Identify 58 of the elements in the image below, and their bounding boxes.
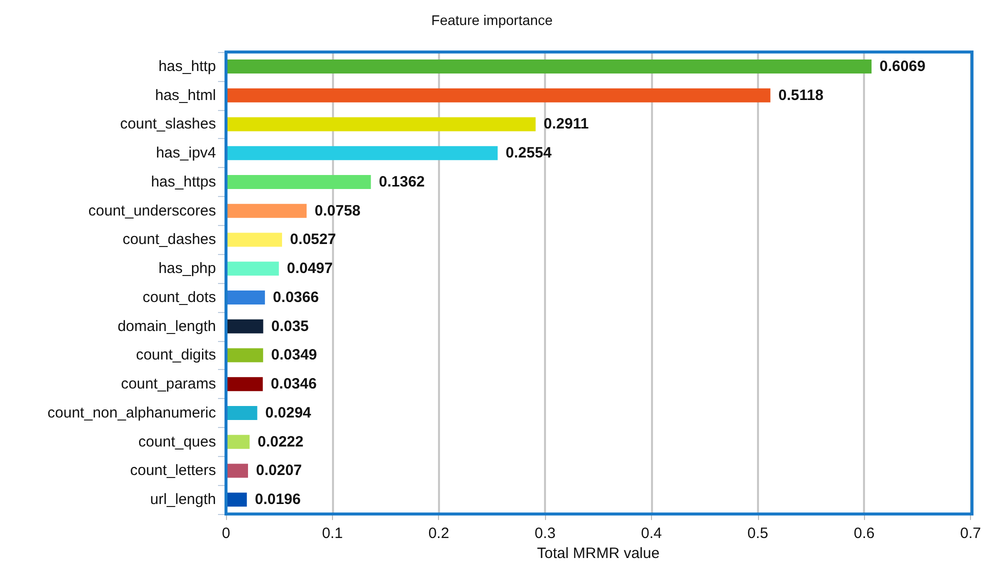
data-label: 0.5118 (778, 86, 824, 104)
bar (226, 232, 282, 247)
data-label: 0.0207 (256, 462, 302, 480)
data-label: 0.0294 (265, 404, 312, 422)
x-tick-label: 0.6 (854, 525, 875, 542)
y-tick-label: count_params (120, 376, 216, 393)
y-tick-label: url_length (150, 491, 216, 508)
y-tick-label: count_slashes (120, 116, 216, 133)
bar (226, 290, 265, 304)
bar (226, 434, 250, 449)
data-label: 0.0346 (270, 376, 317, 393)
x-tick-label: 0 (222, 525, 230, 542)
bar (226, 319, 264, 334)
x-tick-label: 0.3 (534, 525, 556, 542)
x-tick-label: 0.7 (960, 525, 982, 542)
x-tick-label: 0.1 (322, 525, 343, 542)
x-tick-label: 0.2 (428, 525, 450, 542)
y-tick-label: count_non_alphanumeric (48, 404, 216, 422)
x-tick-label: 0.5 (747, 525, 768, 542)
bar (226, 262, 279, 276)
data-label: 0.0349 (271, 346, 318, 364)
data-label: 0.2554 (506, 144, 552, 162)
bar (226, 348, 264, 362)
data-label: 0.0222 (258, 433, 304, 450)
y-tick-label: has_ipv4 (156, 144, 216, 162)
chart-title: Feature importance (431, 12, 553, 28)
bar (226, 406, 258, 420)
y-tick-label: has_http (158, 58, 216, 75)
data-label: 0.0196 (254, 491, 301, 508)
bar (226, 146, 498, 160)
x-axis-title: Total MRMR value (537, 544, 660, 562)
data-label: 0.0497 (286, 260, 333, 278)
data-label: 0.6069 (880, 58, 926, 75)
y-tick-label: count_ques (138, 433, 216, 450)
data-label: 0.035 (271, 318, 309, 335)
data-label: 0.1362 (378, 173, 425, 190)
data-label: 0.0758 (314, 202, 361, 220)
y-tick-label: count_letters (130, 462, 216, 480)
bar (226, 464, 248, 478)
y-tick-label: domain_length (118, 318, 216, 335)
y-tick-label: count_underscores (88, 202, 216, 220)
y-tick-label: count_dots (142, 288, 216, 306)
x-tick-label: 0.4 (641, 525, 662, 542)
bar (226, 117, 536, 132)
y-tick-label: count_digits (136, 346, 216, 364)
bar (226, 204, 307, 218)
y-tick-label: has_php (158, 260, 216, 278)
bar (226, 174, 371, 189)
y-tick-label: has_html (155, 86, 216, 104)
bar (226, 59, 872, 74)
bar (226, 88, 770, 102)
y-tick-label: count_dashes (122, 231, 216, 248)
bar (226, 377, 263, 392)
data-label: 0.0527 (290, 231, 336, 248)
y-tick-label: has_https (150, 173, 216, 190)
data-label: 0.2911 (544, 116, 589, 133)
bar (226, 492, 247, 507)
data-label: 0.0366 (272, 288, 319, 306)
